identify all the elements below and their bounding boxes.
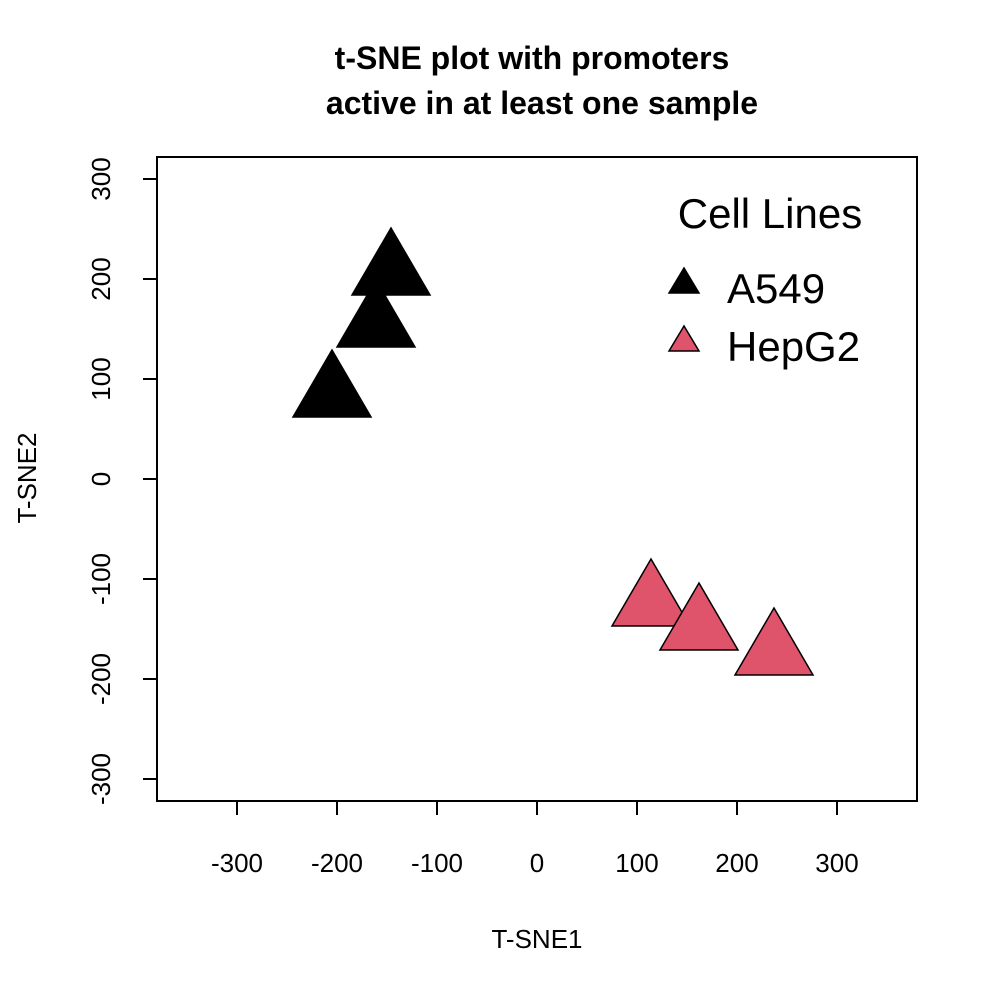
x-tick-label: 100 (615, 848, 658, 878)
chart-title-line-2: active in at least one sample (326, 85, 758, 121)
y-axis: -300 -200 -100 0 100 200 300 (86, 157, 158, 805)
x-tick-label: 0 (530, 848, 544, 878)
chart-title-line-1: t-SNE plot with promoters (335, 40, 730, 76)
x-tick-label: -300 (211, 848, 263, 878)
plot-area-frame (156, 156, 918, 802)
legend-marker-a549 (667, 266, 701, 294)
x-tick-label: -100 (411, 848, 463, 878)
x-axis-title: T-SNE1 (491, 924, 582, 954)
y-tick-label: 0 (86, 472, 116, 486)
x-tick-label: -200 (311, 848, 363, 878)
legend-label-a549: A549 (727, 265, 825, 312)
legend-label-hepg2: HepG2 (727, 323, 860, 370)
x-tick-label: 200 (715, 848, 758, 878)
legend-marker-hepg2 (667, 324, 701, 352)
data-point-a549 (335, 278, 417, 348)
y-axis-title: T-SNE2 (12, 432, 42, 523)
y-tick-label: 200 (86, 257, 116, 300)
data-point-a549 (291, 348, 373, 418)
data-point-hepg2 (658, 581, 740, 651)
data-point-hepg2 (733, 606, 815, 676)
y-tick-label: 100 (86, 357, 116, 400)
x-tick-label: 300 (815, 848, 858, 878)
legend-title: Cell Lines (678, 190, 862, 237)
data-points (291, 226, 815, 676)
data-point-hepg2 (610, 557, 692, 627)
legend: Cell Lines A549 HepG2 (667, 190, 862, 370)
y-tick-label: 300 (86, 157, 116, 200)
y-tick-label: -300 (86, 753, 116, 805)
data-point-a549 (350, 226, 432, 296)
x-axis: -300 -200 -100 0 100 200 300 (211, 800, 859, 878)
y-tick-label: -200 (86, 653, 116, 705)
y-tick-label: -100 (86, 553, 116, 605)
